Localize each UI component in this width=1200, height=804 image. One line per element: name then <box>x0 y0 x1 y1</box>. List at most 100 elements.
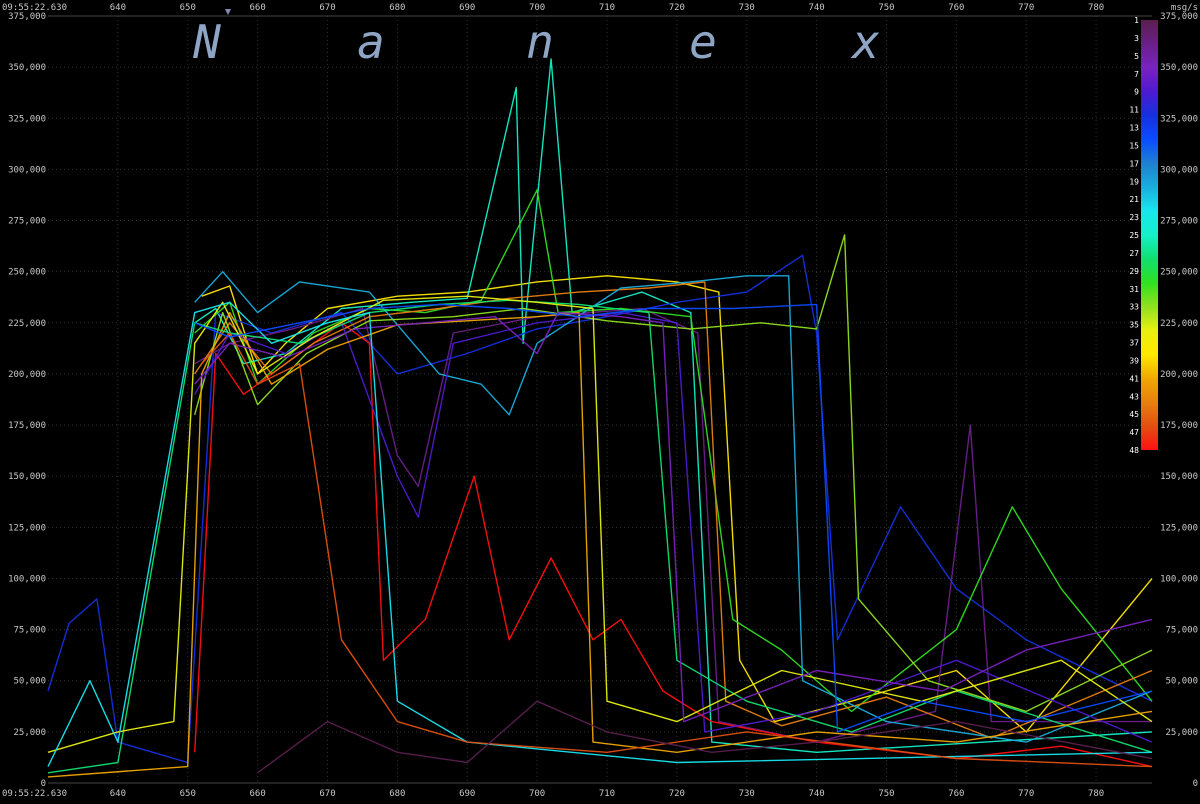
x-tick-label-top: 730 <box>739 3 755 13</box>
x-tick-label-top: 770 <box>1018 3 1034 13</box>
y-tick-label-left: 50,000 <box>13 677 46 687</box>
y-tick-label-left: 75,000 <box>13 626 46 636</box>
series-line-15 <box>47 301 1153 767</box>
series-line-1 <box>201 275 1153 733</box>
y-tick-label-right: 0 <box>1193 779 1198 789</box>
y-tick-label-right: 275,000 <box>1160 217 1198 227</box>
title-letter: e <box>689 15 717 69</box>
series-line-2 <box>194 58 1153 753</box>
color-scale-index-label: 17 <box>1129 159 1139 168</box>
y-tick-label-right: 75,000 <box>1165 626 1198 636</box>
color-scale-index-label: 37 <box>1129 339 1139 348</box>
x-tick-label-bottom: 750 <box>878 789 894 799</box>
series-line-9 <box>194 234 1153 713</box>
x-tick-label-top: 700 <box>529 3 545 13</box>
color-scale-index-label: 19 <box>1129 177 1139 186</box>
x-tick-label-top: 690 <box>459 3 475 13</box>
color-scale-index-label: 23 <box>1129 213 1139 222</box>
y-tick-label-left: 125,000 <box>8 523 46 533</box>
y-tick-label-left: 325,000 <box>8 114 46 124</box>
x-tick-label-bottom: 660 <box>249 789 265 799</box>
x-tick-label-bottom: 770 <box>1018 789 1034 799</box>
cursor-marker <box>225 9 231 15</box>
y-tick-label-left: 175,000 <box>8 421 46 431</box>
y-tick-label-right: 100,000 <box>1160 574 1198 584</box>
color-scale-index-label: 25 <box>1129 231 1139 240</box>
y-tick-label-right: 150,000 <box>1160 472 1198 482</box>
y-tick-label-right: 325,000 <box>1160 114 1198 124</box>
color-scale-index-label: 39 <box>1129 356 1139 365</box>
x-tick-label-top: 780 <box>1088 3 1104 13</box>
x-tick-label-bottom: 700 <box>529 789 545 799</box>
x-tick-label-bottom: 690 <box>459 789 475 799</box>
color-scale-index-label: 7 <box>1134 70 1139 79</box>
x-tick-label-top: 660 <box>249 3 265 13</box>
color-scale-index-label: 47 <box>1129 428 1139 437</box>
x-tick-label-bottom: 640 <box>110 789 126 799</box>
color-scale-index-label: 9 <box>1134 88 1139 97</box>
color-scale-index-label: 41 <box>1129 374 1139 383</box>
x-tick-label-bottom: 680 <box>389 789 405 799</box>
x-tick-label-top: 710 <box>599 3 615 13</box>
y-tick-label-right: 300,000 <box>1160 165 1198 175</box>
start-time-top: 09:55:22.630 <box>2 3 67 13</box>
y-tick-label-left: 350,000 <box>8 63 46 73</box>
x-tick-label-top: 740 <box>808 3 824 13</box>
series-line-3 <box>47 254 1153 764</box>
x-tick-label-bottom: 710 <box>599 789 615 799</box>
color-scale-index-label: 3 <box>1134 34 1139 43</box>
series-line-18 <box>257 700 1153 774</box>
series-line-16 <box>201 332 1153 768</box>
y-tick-label-right: 175,000 <box>1160 421 1198 431</box>
color-scale-index-label: 48 <box>1129 446 1139 455</box>
title-letter: N <box>192 15 221 69</box>
y-tick-label-left: 0 <box>41 779 46 789</box>
y-tick-label-right: 200,000 <box>1160 370 1198 380</box>
color-scale-index-label: 13 <box>1129 124 1139 133</box>
y-tick-label-left: 100,000 <box>8 574 46 584</box>
x-tick-label-top: 750 <box>878 3 894 13</box>
color-scale-index-label: 21 <box>1129 195 1139 204</box>
y-tick-label-left: 275,000 <box>8 217 46 227</box>
y-tick-label-right: 225,000 <box>1160 319 1198 329</box>
y-tick-label-right: 25,000 <box>1165 728 1198 738</box>
y-tick-label-right: 50,000 <box>1165 677 1198 687</box>
color-scale-index-label: 11 <box>1129 106 1139 115</box>
color-scale-unit: msg/s <box>1171 3 1198 13</box>
color-scale-index-label: 5 <box>1134 52 1139 61</box>
y-tick-label-right: 375,000 <box>1160 12 1198 22</box>
series-layer <box>47 58 1153 778</box>
x-tick-label-bottom: 730 <box>739 789 755 799</box>
series-line-4 <box>194 307 1152 743</box>
series-line-14 <box>194 311 1153 723</box>
series-line-7 <box>194 281 1153 739</box>
y-tick-label-right: 350,000 <box>1160 63 1198 73</box>
color-scale-index-label: 45 <box>1129 410 1139 419</box>
x-tick-label-bottom: 780 <box>1088 789 1104 799</box>
grid <box>48 15 1152 784</box>
series-line-17 <box>194 303 1153 733</box>
x-tick-label-bottom: 650 <box>180 789 196 799</box>
title-letter: n <box>526 15 554 69</box>
x-tick-label-bottom: 670 <box>319 789 335 799</box>
color-scale-index-label: 15 <box>1129 141 1139 150</box>
color-scale-index-label: 29 <box>1129 267 1139 276</box>
start-time-bottom: 09:55:22.630 <box>2 789 67 799</box>
y-tick-label-right: 250,000 <box>1160 268 1198 278</box>
y-tick-label-left: 250,000 <box>8 268 46 278</box>
x-tick-label-top: 760 <box>948 3 964 13</box>
color-scale-index-label: 43 <box>1129 392 1139 401</box>
y-tick-label-left: 300,000 <box>8 165 46 175</box>
color-scale-index-label: 33 <box>1129 303 1139 312</box>
color-scale-bar <box>1141 20 1158 450</box>
series-line-12 <box>47 295 1153 753</box>
x-tick-label-bottom: 720 <box>669 789 685 799</box>
x-tick-label-top: 640 <box>110 3 126 13</box>
color-scale-index-label: 35 <box>1129 321 1139 330</box>
x-tick-label-top: 670 <box>319 3 335 13</box>
color-scale-index-label: 27 <box>1129 249 1139 258</box>
